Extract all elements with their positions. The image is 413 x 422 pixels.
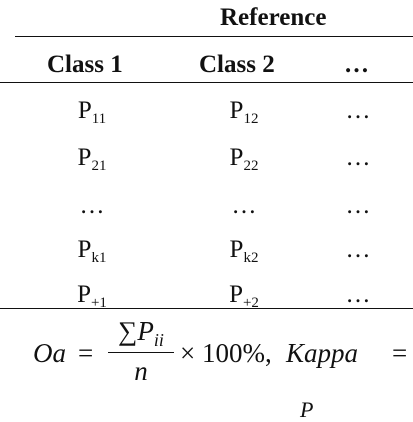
cell-base: P [77,236,92,263]
cell-base: P [77,97,92,124]
sum-symbol: ∑ [118,316,138,346]
cell-subscript: 21 [91,158,107,174]
cell-subscript: 22 [243,158,259,174]
table-cell: Pk2 [230,237,259,266]
kappa-label: Kappa [286,338,359,368]
top-rule-partial [15,36,413,37]
table-cell: … [232,193,257,218]
header-rule [0,82,413,83]
cell-base: … [345,144,371,171]
cell-subscript: +2 [242,295,259,311]
cell-base: P [229,144,244,171]
cell-subscript: 11 [91,111,107,127]
cell-base: … [345,97,371,124]
cell-base: … [345,192,371,219]
fraction-bar [108,352,174,353]
table-cell: … [80,193,105,218]
cell-base: P [77,144,92,171]
cell-base: … [231,192,257,219]
column-header-class-1: Class 1 [47,51,123,78]
cell-base: … [345,281,371,308]
cell-base: … [79,192,105,219]
cell-base: P [229,236,244,263]
table-cell: … [346,145,371,170]
cell-subscript: +1 [90,295,107,311]
numerator-p: P [137,316,154,346]
cell-subscript: k1 [91,250,107,266]
column-header-ellipsis: … [344,51,369,78]
cut-off-next-line: P [300,397,314,422]
cell-subscript: k2 [243,250,259,266]
bottom-rule [0,308,413,309]
table-cell: P21 [78,145,107,174]
table-cell: … [346,98,371,123]
times-percent: × 100%, [180,338,272,368]
cell-base: P [77,281,91,308]
table-cell: … [346,193,371,218]
kappa-equals: = [392,338,408,368]
denominator: n [134,356,148,386]
group-header-reference: Reference [220,4,327,31]
formula: Oa = ∑Pii n × 100%, Kappa = P [33,318,408,421]
cell-base: P [229,97,244,124]
table-cell: P+2 [229,282,259,311]
fraction-numerator: ∑Pii [108,316,174,350]
numerator-subscript: ii [153,330,164,350]
column-header-class-2: Class 2 [199,51,275,78]
fraction: ∑Pii n [108,318,174,385]
table-cell: P22 [230,145,259,174]
oa-label: Oa [33,338,66,368]
table-cell: … [346,282,371,307]
table-cell: … [346,237,371,262]
table-cell: P11 [78,98,106,127]
equals-sign: = [78,338,94,368]
table-cell: P12 [230,98,259,127]
cell-base: … [345,236,371,263]
table-cell: Pk1 [78,237,107,266]
cell-subscript: 12 [243,111,259,127]
table-cell: P+1 [77,282,107,311]
cell-base: P [229,281,243,308]
